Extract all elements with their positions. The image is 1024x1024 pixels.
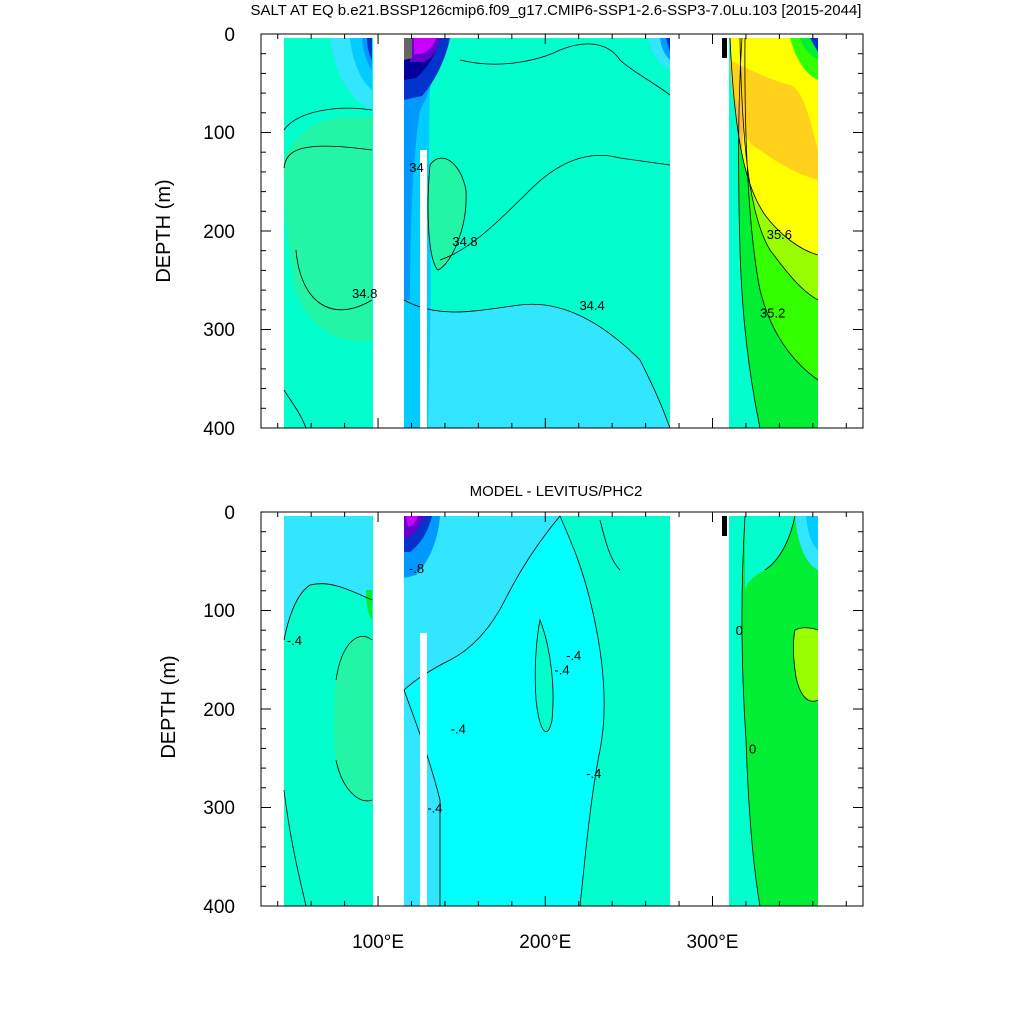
bottom-contour-label: -.4	[451, 722, 466, 737]
bottom-contour-label: -.4	[586, 766, 601, 781]
top-contour-labels: 34 34.8 34.8 34.4 35.6 35.2	[352, 160, 792, 321]
top-contour-label: 35.2	[760, 306, 785, 321]
top-ytick-400: 400	[203, 419, 235, 440]
bottom-contour-label: -.4	[287, 633, 302, 648]
xtick-100E: 100°E	[352, 932, 404, 953]
top-ytick-0: 0	[224, 25, 235, 46]
bottom-difference-field	[283, 515, 819, 906]
bottom-ylabel: DEPTH (m)	[158, 655, 180, 758]
top-contour-label: 35.6	[767, 227, 792, 242]
top-ytick-200: 200	[203, 222, 235, 243]
top-contour-label: 34.8	[452, 234, 477, 249]
top-panel-title: SALT AT EQ b.e21.BSSP126cmip6.f09_g17.CM…	[251, 2, 862, 19]
bottom-contour-label: -.4	[554, 663, 569, 678]
bottom-ytick-0: 0	[224, 503, 235, 524]
bottom-ytick-300: 300	[203, 798, 235, 819]
bottom-contour-label: -.8	[409, 561, 424, 576]
bottom-contour-labels: -.8-.4-.4-.4-.4-.4-.400	[287, 561, 756, 815]
top-contour-label: 34	[409, 160, 423, 175]
bottom-indian-core	[333, 636, 372, 801]
top-contour-label: 34.4	[579, 298, 604, 313]
bottom-pacific-east	[560, 516, 670, 906]
top-ytick-100: 100	[203, 123, 235, 144]
top-indian-core	[284, 116, 372, 341]
bottom-panel-title: MODEL - LEVITUS/PHC2	[470, 483, 643, 500]
top-ylabel: DEPTH (m)	[153, 179, 175, 282]
bottom-ytick-200: 200	[203, 700, 235, 721]
bottom-contour-label: 0	[749, 741, 756, 756]
top-pacific-deep	[404, 300, 670, 428]
top-pacific-core	[428, 158, 467, 270]
bottom-atlantic-green	[742, 516, 818, 906]
top-ytick-300: 300	[203, 320, 235, 341]
top-salinity-field	[283, 37, 819, 428]
bottom-island-gap	[420, 633, 427, 906]
top-island-gap	[420, 150, 427, 428]
bottom-ytick-400: 400	[203, 897, 235, 918]
bottom-contour-label: -.4	[427, 800, 442, 815]
bottom-axis-ticks	[261, 511, 863, 907]
bottom-contour-label: -.4	[566, 648, 581, 663]
bottom-contour-label: 0	[736, 623, 743, 638]
top-axis-ticks	[261, 33, 863, 429]
xtick-300E: 300°E	[687, 932, 739, 953]
xtick-200E: 200°E	[519, 932, 571, 953]
bottom-ytick-100: 100	[203, 601, 235, 622]
top-contour-label: 34.8	[352, 286, 377, 301]
bottom-atlantic-lime	[793, 627, 818, 702]
